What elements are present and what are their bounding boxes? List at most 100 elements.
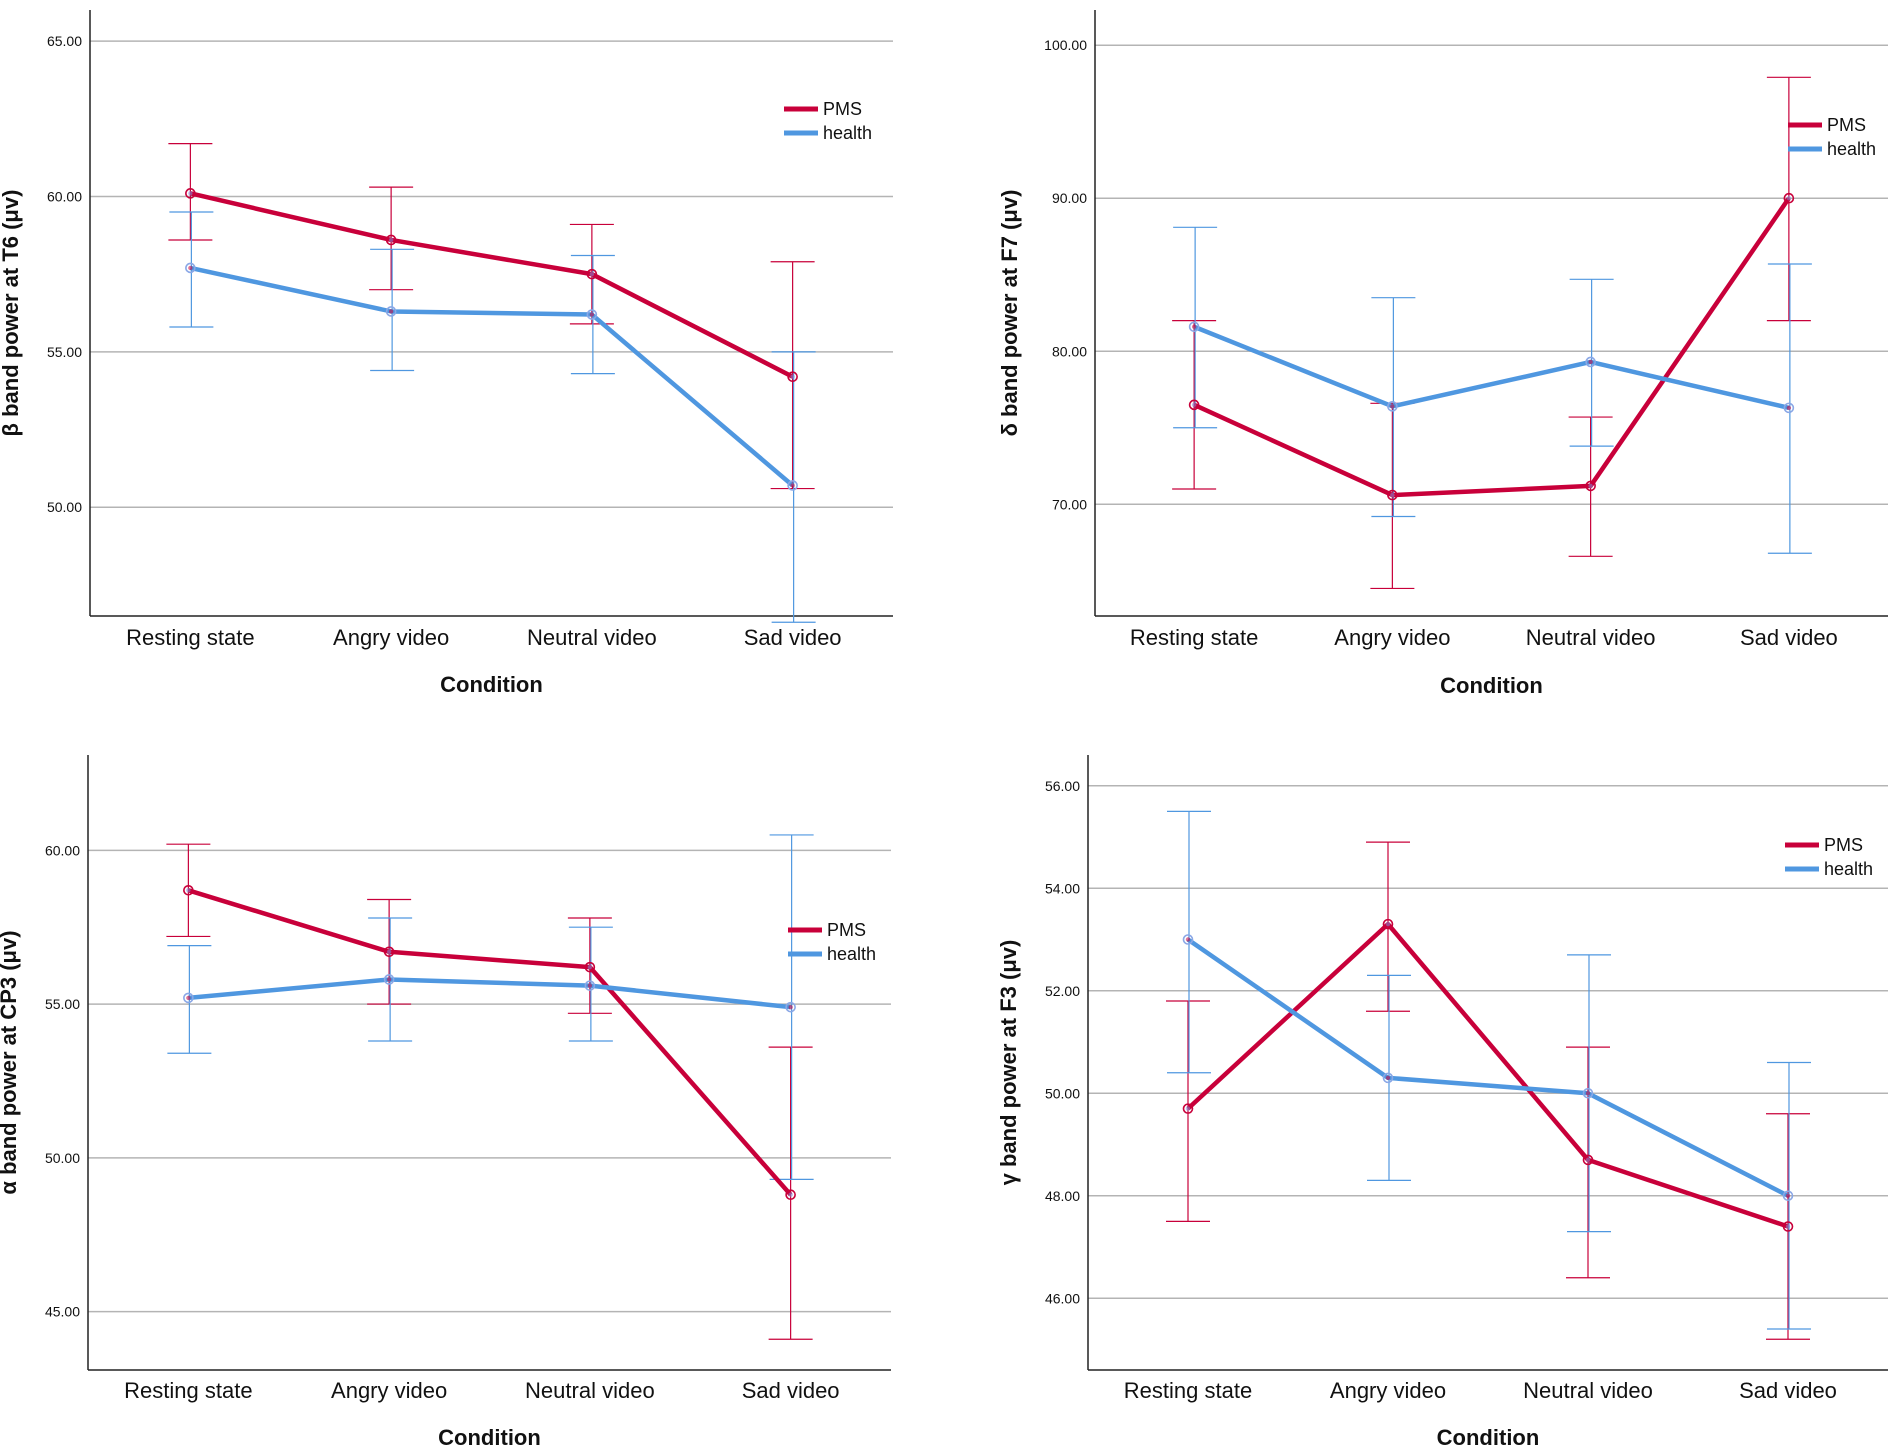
y-axis-title: β band power at T6 (μv) xyxy=(0,190,23,437)
data-point-core xyxy=(1785,1224,1791,1229)
x-tick-label: Angry video xyxy=(331,1378,447,1403)
error-bar-pms xyxy=(1166,1000,1210,1222)
x-tick-label: Resting state xyxy=(124,1378,252,1403)
legend: PMS health xyxy=(788,920,876,964)
data-point-core xyxy=(1385,1075,1391,1081)
x-tick-label: Sad video xyxy=(1739,1378,1837,1403)
data-point-pms xyxy=(1585,480,1596,492)
legend-label-health: health xyxy=(1824,859,1873,879)
x-tick-label: Angry video xyxy=(333,625,449,650)
data-point-health xyxy=(1782,1190,1794,1202)
data-point-core xyxy=(1185,1106,1191,1111)
series-line-health xyxy=(189,265,795,488)
data-point-health xyxy=(586,309,598,320)
y-tick-label: 45.00 xyxy=(45,1304,80,1320)
y-tick-label: 46.00 xyxy=(1045,1290,1080,1306)
x-axis-title: Condition xyxy=(440,672,543,697)
data-point-core xyxy=(1585,1157,1591,1163)
chart-panel-gamma: 46.00 48.00 50.00 52.00 54.00 56.00 Resting st… xyxy=(996,755,1888,1446)
x-tick-label: Sad video xyxy=(742,1378,840,1403)
legend-label-pms: PMS xyxy=(1827,115,1866,135)
y-tick-label: 60.00 xyxy=(45,842,80,858)
y-tick-label: 48.00 xyxy=(1045,1188,1080,1204)
legend-label-pms: PMS xyxy=(1824,835,1863,855)
y-tick-label: 54.00 xyxy=(1045,880,1080,896)
data-point-pms xyxy=(787,371,798,383)
x-tick-label: Angry video xyxy=(1330,1378,1446,1403)
data-point-health xyxy=(584,980,596,991)
chart-panel-delta: 70.00 80.00 90.00 100.00 Resting state Angry … xyxy=(997,10,1888,698)
data-point-pms xyxy=(1382,918,1394,930)
data-point-pms xyxy=(183,884,194,896)
data-point-pms xyxy=(1182,1103,1194,1114)
data-point-health xyxy=(1783,402,1795,414)
data-point-core xyxy=(1585,1091,1591,1096)
data-point-core xyxy=(386,949,392,954)
x-tick-label: Neutral video xyxy=(1523,1378,1653,1403)
y-axis-title: δ band power at F7 (μv) xyxy=(997,190,1022,437)
error-bar-pms xyxy=(1566,1046,1610,1279)
x-tick-label: Resting state xyxy=(126,625,254,650)
x-tick-label: Neutral video xyxy=(1526,625,1656,650)
legend: PMS health xyxy=(784,99,872,143)
series-line-health xyxy=(1186,937,1790,1198)
data-point-pms xyxy=(584,961,596,973)
data-point-core xyxy=(589,271,595,277)
data-point-core xyxy=(186,888,191,893)
data-point-core xyxy=(1185,937,1191,942)
y-tick-label: 80.00 xyxy=(1052,343,1087,359)
chart-panel-beta: 50.00 55.00 60.00 65.00 Resting state Angry v… xyxy=(0,10,893,697)
x-axis-title: Condition xyxy=(1437,1425,1540,1446)
data-point-health xyxy=(1188,321,1200,333)
series-line-pms xyxy=(187,888,793,1197)
data-point-core xyxy=(790,374,795,379)
legend-label-pms: PMS xyxy=(823,99,862,119)
data-point-core xyxy=(788,1004,793,1010)
data-point-core xyxy=(1390,492,1395,498)
y-tick-label: 50.00 xyxy=(45,1150,80,1166)
data-point-core xyxy=(188,265,193,271)
data-point-pms xyxy=(785,1189,796,1201)
data-point-core xyxy=(1588,359,1593,365)
data-point-health xyxy=(1582,1087,1594,1099)
data-point-pms xyxy=(1783,192,1795,204)
legend-label-pms: PMS xyxy=(827,920,866,940)
data-point-pms xyxy=(1387,489,1398,501)
data-point-core xyxy=(1786,405,1792,411)
series-line-pms xyxy=(1186,921,1789,1229)
data-point-pms xyxy=(185,188,196,199)
data-point-core xyxy=(1588,483,1593,489)
data-point-health xyxy=(185,262,196,274)
data-point-health xyxy=(1585,356,1596,368)
legend: PMS health xyxy=(1788,115,1876,159)
legend-label-health: health xyxy=(823,123,872,143)
x-axis-title: Condition xyxy=(438,1425,541,1446)
y-tick-label: 100.00 xyxy=(1044,37,1087,53)
data-point-core xyxy=(589,312,595,317)
x-tick-label: Angry video xyxy=(1334,625,1450,650)
data-point-pms xyxy=(1782,1221,1794,1232)
x-axis-title: Condition xyxy=(1440,673,1543,698)
x-tick-label: Resting state xyxy=(1130,625,1258,650)
data-point-core xyxy=(1785,1193,1791,1198)
data-point-health xyxy=(787,480,798,491)
y-tick-label: 70.00 xyxy=(1052,496,1087,512)
data-point-pms xyxy=(385,234,397,246)
y-tick-label: 55.00 xyxy=(47,344,82,360)
y-tick-label: 90.00 xyxy=(1052,190,1087,206)
series-line-health xyxy=(188,977,791,1010)
data-point-pms xyxy=(1188,399,1200,411)
x-tick-label: Sad video xyxy=(744,625,842,650)
data-point-core xyxy=(788,1192,793,1197)
data-point-health xyxy=(1182,934,1194,945)
legend-label-health: health xyxy=(1827,139,1876,159)
data-point-core xyxy=(1390,404,1395,409)
x-tick-label: Neutral video xyxy=(527,625,657,650)
data-point-health xyxy=(183,992,194,1004)
data-point-pms xyxy=(383,946,395,958)
y-axis-title: α band power at CP3 (μv) xyxy=(0,930,21,1194)
data-point-health xyxy=(1387,401,1398,412)
data-point-core xyxy=(388,237,394,243)
series-line-health xyxy=(1193,324,1790,411)
data-point-core xyxy=(587,983,593,988)
